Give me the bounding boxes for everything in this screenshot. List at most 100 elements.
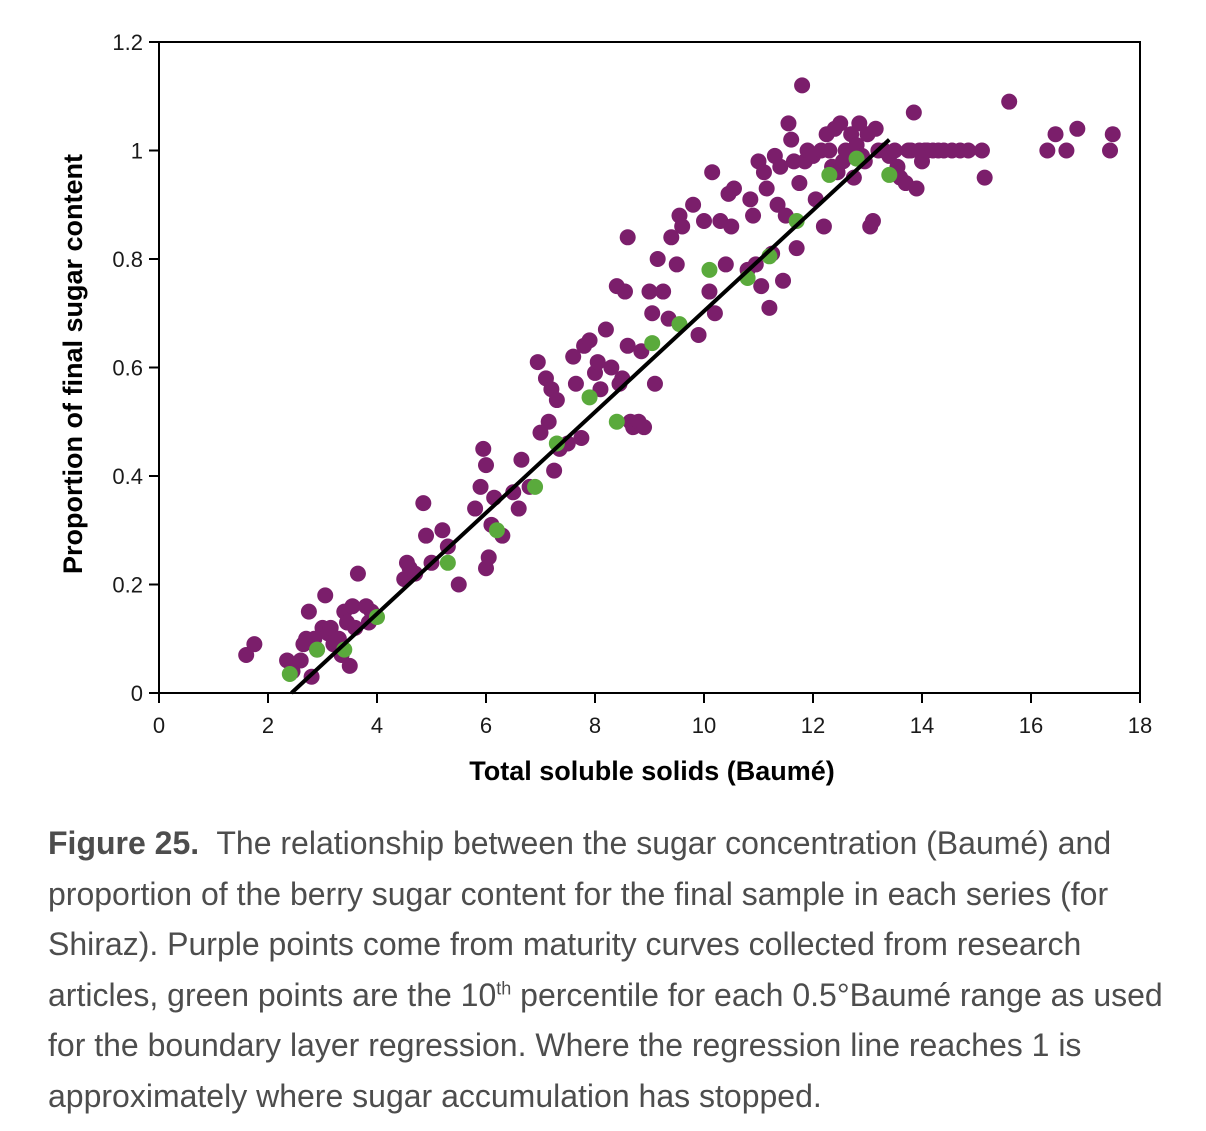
y-axis-title: Proportion of final sugar content (58, 154, 88, 574)
x-tick-label: 8 (589, 713, 601, 738)
purple-data-point (475, 440, 492, 457)
purple-data-point (761, 299, 778, 316)
purple-data-point (791, 175, 808, 192)
y-tick-label: 0.4 (112, 464, 143, 489)
purple-data-point (663, 229, 680, 246)
purple-data-point (1069, 120, 1086, 137)
purple-data-point (636, 419, 653, 436)
green-data-point (548, 435, 565, 452)
purple-data-point (644, 305, 661, 322)
purple-data-point (589, 354, 606, 371)
purple-data-point (753, 278, 770, 295)
purple-data-point (690, 326, 707, 343)
purple-data-point (341, 657, 358, 674)
x-tick-label: 0 (153, 713, 165, 738)
purple-data-point (973, 142, 990, 159)
green-data-point (309, 641, 326, 658)
purple-data-point (723, 218, 740, 235)
x-tick-label: 6 (480, 713, 492, 738)
purple-data-point (864, 213, 881, 230)
purple-data-point (755, 164, 772, 181)
purple-data-point (292, 652, 309, 669)
purple-data-point (1047, 126, 1064, 143)
green-data-point (281, 666, 298, 683)
purple-data-point (745, 207, 762, 224)
x-tick-label: 16 (1019, 713, 1043, 738)
purple-data-point (567, 375, 584, 392)
y-tick-label: 0.2 (112, 573, 143, 598)
purple-data-point (649, 251, 666, 267)
green-data-point (527, 478, 544, 495)
purple-data-point (573, 430, 590, 447)
purple-data-point (775, 272, 792, 289)
purple-data-point (815, 218, 832, 235)
green-data-point (821, 166, 838, 183)
purple-data-point (633, 343, 650, 360)
purple-data-point (758, 180, 775, 197)
purple-data-point (597, 321, 614, 338)
purple-data-point (646, 375, 663, 392)
purple-data-point (696, 213, 712, 230)
green-points-group (281, 150, 898, 683)
purple-data-point (407, 565, 424, 582)
x-axis-title: Total soluble solids (Baumé) (469, 756, 835, 786)
x-tick-label: 14 (910, 713, 934, 738)
purple-data-point (546, 462, 563, 479)
green-data-point (848, 150, 865, 167)
caption-superscript: th (496, 977, 512, 998)
purple-data-point (513, 451, 530, 468)
purple-data-point (851, 115, 868, 132)
purple-data-point (1058, 142, 1075, 159)
green-data-point (369, 609, 385, 626)
purple-data-point (529, 354, 546, 371)
green-data-point (488, 522, 505, 539)
purple-data-point (905, 104, 922, 121)
y-axis-ticks: 0 0.2 0.4 0.6 0.8 1 1.2 (112, 30, 159, 706)
caption-text-2: percentile for each 0.5°Baumé range as u… (48, 976, 1163, 1114)
purple-data-point (619, 229, 636, 246)
purple-data-point (717, 256, 734, 273)
scatter-chart: 0 0.2 0.4 0.6 0.8 1 1.2 0 2 4 6 8 10 12 14 16 18 Total … (58, 30, 1152, 786)
x-tick-label: 18 (1128, 713, 1152, 738)
regression-line (290, 138, 891, 695)
purple-data-point (960, 142, 977, 159)
purple-data-point (655, 283, 672, 300)
x-tick-label: 4 (371, 713, 383, 738)
purple-data-point (976, 169, 993, 186)
purple-data-point (908, 180, 925, 197)
figure-caption: Figure 25. The relationship between the … (48, 818, 1168, 1121)
purple-data-point (780, 115, 797, 132)
purple-data-point (548, 392, 565, 409)
green-data-point (608, 413, 625, 430)
purple-data-point (450, 576, 467, 593)
purple-data-point (592, 381, 609, 398)
y-tick-label: 1.2 (112, 30, 143, 55)
purple-data-point (238, 647, 255, 664)
purple-data-point (478, 457, 494, 474)
purple-points-group (238, 77, 1121, 685)
purple-data-point (725, 180, 742, 197)
purple-data-point (821, 142, 838, 159)
x-tick-label: 12 (801, 713, 825, 738)
purple-data-point (418, 527, 435, 544)
purple-data-point (1102, 142, 1119, 159)
purple-data-point (619, 337, 636, 354)
x-tick-label: 2 (262, 713, 274, 738)
purple-data-point (742, 191, 759, 208)
purple-data-point (565, 348, 582, 365)
figure-label: Figure 25. (48, 825, 200, 861)
purple-data-point (603, 359, 620, 376)
purple-data-point (1104, 126, 1121, 143)
purple-data-point (704, 164, 721, 181)
purple-data-point (317, 587, 334, 604)
purple-data-point (540, 413, 557, 430)
x-axis-ticks: 0 2 4 6 8 10 12 14 16 18 (153, 693, 1152, 738)
green-data-point (581, 389, 598, 406)
green-data-point (439, 554, 456, 571)
purple-data-point (701, 283, 718, 300)
purple-data-point (480, 549, 497, 566)
purple-data-point (505, 484, 522, 501)
purple-data-point (415, 495, 432, 512)
purple-data-point (434, 522, 451, 539)
purple-data-point (685, 196, 702, 213)
